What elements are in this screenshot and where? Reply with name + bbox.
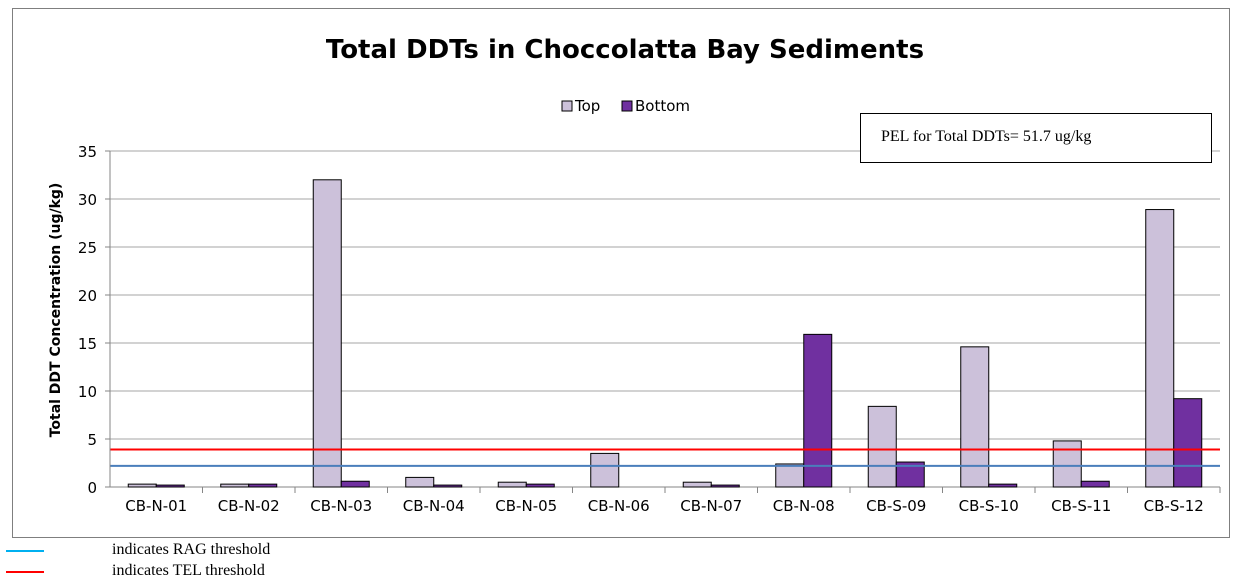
bar-bottom <box>155 484 185 488</box>
y-tick-label: 10 <box>78 383 97 401</box>
legend-swatch-top <box>561 100 573 112</box>
bar-top <box>1052 440 1082 488</box>
x-tick-label: CB-N-02 <box>218 497 280 515</box>
y-tick-label: 25 <box>78 239 97 257</box>
bar-top <box>867 405 897 488</box>
pel-annotation-text: PEL for Total DDTs= 51.7 ug/kg <box>881 128 1092 145</box>
chart-title: Total DDTs in Choccolatta Bay Sediments <box>326 35 924 65</box>
footnote-tel: indicates TEL threshold <box>0 562 400 580</box>
legend-label-bottom: Bottom <box>635 97 690 115</box>
bar-bottom <box>988 483 1018 488</box>
x-tick-label: CB-S-12 <box>1144 497 1204 515</box>
bar-top <box>775 463 805 488</box>
y-axis-ticks: 0 5 10 15 20 25 30 35 <box>78 143 111 497</box>
bar-bottom <box>710 484 740 488</box>
bar-top <box>590 452 620 488</box>
bar-top <box>312 179 342 488</box>
y-tick-label: 5 <box>87 431 97 449</box>
y-tick-label: 0 <box>87 479 97 497</box>
bar-top <box>682 481 712 488</box>
x-tick-label: CB-N-03 <box>310 497 372 515</box>
x-tick-label: CB-N-06 <box>588 497 650 515</box>
y-tick-label: 15 <box>78 335 97 353</box>
x-tick-label: CB-N-08 <box>773 497 835 515</box>
footnote-rag-text: indicates RAG threshold <box>112 541 271 558</box>
x-tick-label: CB-N-04 <box>403 497 465 515</box>
rag-legend-line <box>6 550 44 552</box>
threshold-lines <box>110 448 1220 467</box>
pel-annotation-box: PEL for Total DDTs= 51.7 ug/kg <box>860 113 1212 163</box>
x-tick-label: CB-N-07 <box>680 497 742 515</box>
legend-label-top: Top <box>574 97 600 115</box>
x-tick-label: CB-N-05 <box>495 497 557 515</box>
bar-top <box>497 481 527 488</box>
bar-top <box>405 476 435 488</box>
bar-bottom <box>248 483 278 488</box>
x-tick-label: CB-S-09 <box>866 497 926 515</box>
bar-bottom <box>803 333 833 488</box>
y-axis-label: Total DDT Concentration (ug/kg) <box>48 183 64 438</box>
bar-top <box>220 483 250 488</box>
y-tick-label: 35 <box>78 143 97 161</box>
x-axis-ticks: CB-N-01 CB-N-02 CB-N-03 CB-N-04 CB-N-05 CB-N-… <box>125 487 1221 515</box>
bar-top <box>960 346 990 488</box>
bar-bottom <box>1080 480 1110 488</box>
legend: Top Bottom <box>561 97 690 115</box>
bar-bottom <box>525 483 555 488</box>
footnote-rag: indicates RAG threshold <box>0 541 400 559</box>
y-tick-label: 20 <box>78 287 97 305</box>
bar-bottom <box>433 484 463 488</box>
legend-swatch-bottom <box>621 100 633 112</box>
y-tick-label: 30 <box>78 191 97 209</box>
x-tick-label: CB-S-10 <box>959 497 1019 515</box>
footnote-tel-text: indicates TEL threshold <box>112 562 265 579</box>
bar-top <box>1145 209 1175 488</box>
bars <box>127 179 1203 488</box>
bar-bottom <box>340 480 370 488</box>
bar-top <box>127 483 157 488</box>
gridlines <box>110 150 1220 488</box>
bar-bottom <box>1173 398 1203 488</box>
tel-legend-line <box>6 571 44 573</box>
x-tick-label: CB-N-01 <box>125 497 187 515</box>
chart-frame <box>12 8 1230 538</box>
x-tick-label: CB-S-11 <box>1051 497 1111 515</box>
